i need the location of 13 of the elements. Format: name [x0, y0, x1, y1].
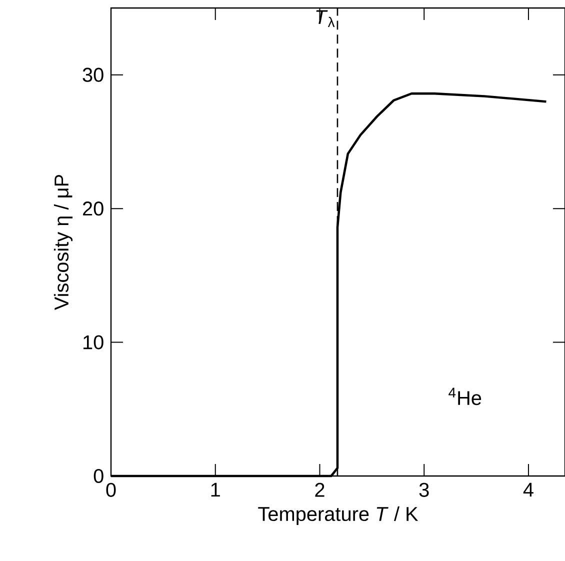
ref-line-label: T$_{λ}$: [316, 10, 335, 28]
x-axis-title: Temperature T / K: [258, 506, 418, 526]
x-tick-label: 3: [419, 482, 429, 497]
y-tick-label: 0: [94, 468, 104, 484]
x-tick-label: 0: [106, 482, 116, 497]
y-tick-label: 30: [82, 68, 104, 82]
x-tick-label: 2: [315, 482, 324, 497]
y-axis-title: Viscosity η / μP: [54, 174, 73, 310]
y-tick-label: 10: [84, 335, 104, 350]
annotation: $^{4}$He: [448, 388, 482, 406]
x-tick-label: 1: [211, 482, 220, 497]
y-tick-label: 20: [82, 202, 104, 216]
x-tick-label: 4: [523, 482, 534, 497]
